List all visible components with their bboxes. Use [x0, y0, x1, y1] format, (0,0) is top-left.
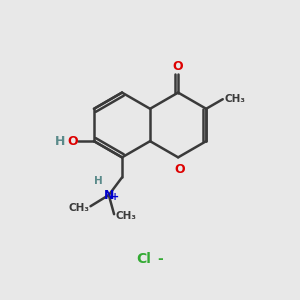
Text: O: O	[174, 163, 185, 176]
Text: +: +	[111, 192, 119, 203]
Text: H: H	[55, 135, 65, 148]
Text: H: H	[94, 176, 103, 186]
Text: Cl: Cl	[137, 252, 152, 266]
Text: CH₃: CH₃	[68, 203, 89, 213]
Text: O: O	[67, 135, 78, 148]
Text: O: O	[173, 60, 183, 73]
Text: CH₃: CH₃	[224, 94, 245, 104]
Text: -: -	[158, 252, 163, 266]
Text: CH₃: CH₃	[116, 211, 136, 221]
Text: N: N	[103, 188, 114, 202]
